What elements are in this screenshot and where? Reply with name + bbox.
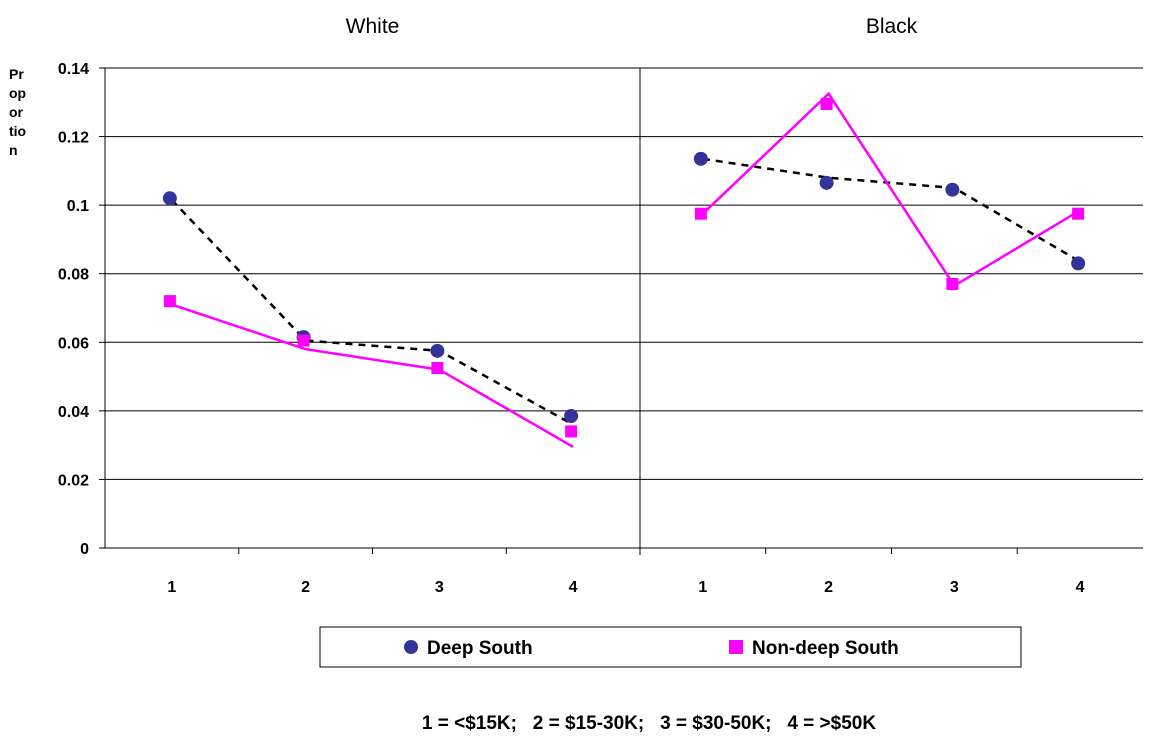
grid-lines — [99, 67, 1143, 549]
x-tick-label: 4 — [1076, 579, 1085, 596]
series-line-deep-south — [170, 199, 574, 426]
axes — [104, 68, 1143, 555]
series-line-deep-south — [702, 157, 1081, 263]
y-tick-label: 0.14 — [58, 61, 89, 78]
y-axis-label-line: tio — [9, 123, 26, 139]
legend: Deep South Non-deep South — [319, 626, 1022, 668]
x-tick-label: 3 — [435, 579, 444, 596]
point-deep-south — [162, 191, 177, 206]
y-tick-label: 0.12 — [58, 130, 89, 147]
x-tick-label: 3 — [950, 579, 959, 596]
legend-marker-deep-south — [404, 640, 418, 654]
point-non-deep-south — [565, 425, 578, 438]
point-non-deep-south — [297, 334, 310, 347]
point-deep-south — [693, 151, 708, 166]
y-tick-label: 0 — [80, 541, 89, 558]
y-tick-label: 0.1 — [67, 198, 89, 215]
legend-label-deep-south: Deep South — [427, 638, 533, 659]
series-line-non-deep-south — [171, 303, 574, 448]
point-deep-south — [430, 343, 445, 358]
point-non-deep-south — [163, 295, 176, 308]
panel-title: Black — [866, 15, 918, 38]
y-tick-label: 0.08 — [58, 267, 89, 284]
point-non-deep-south — [1072, 207, 1085, 220]
y-axis-label-line: n — [9, 142, 18, 158]
income-category-note: 1 = <$15K; 2 = $15-30K; 3 = $30-50K; 4 =… — [422, 713, 876, 734]
point-non-deep-south — [946, 278, 959, 290]
point-deep-south — [1071, 256, 1086, 271]
x-tick-label: 2 — [824, 579, 833, 596]
point-deep-south — [945, 182, 960, 197]
x-tick-label: 4 — [569, 579, 578, 596]
panel-black: Black 1 2 3 4 — [693, 15, 1086, 596]
y-axis-label: Pr op or tio n — [9, 66, 26, 158]
panel-title: White — [346, 15, 400, 38]
point-non-deep-south — [694, 207, 707, 220]
panel-white: White 1 2 3 4 — [162, 15, 579, 596]
series-line-non-deep-south — [702, 91, 1081, 288]
x-tick-label: 1 — [698, 579, 707, 596]
y-tick-label: 0.02 — [58, 472, 89, 489]
point-deep-south — [564, 409, 579, 423]
y-axis-label-line: Pr — [9, 66, 24, 82]
panels: White 1 2 3 4 Black 1 2 3 4 — [162, 15, 1086, 596]
legend-box — [319, 626, 1022, 668]
x-tick-label: 1 — [167, 579, 176, 596]
point-non-deep-south — [431, 362, 444, 374]
legend-label-non-deep-south: Non-deep South — [752, 638, 899, 659]
y-tick-label: 0.06 — [58, 335, 89, 352]
y-tick-labels: 0 0.02 0.04 0.06 0.08 0.1 0.12 0.14 — [58, 61, 89, 558]
y-axis-label-line: op — [9, 85, 26, 101]
y-tick-label: 0.04 — [58, 404, 89, 421]
legend-marker-non-deep-south — [729, 640, 743, 654]
point-non-deep-south — [820, 98, 833, 110]
x-tick-label: 2 — [301, 579, 310, 596]
y-axis-label-line: or — [9, 104, 24, 120]
point-deep-south — [819, 175, 834, 190]
